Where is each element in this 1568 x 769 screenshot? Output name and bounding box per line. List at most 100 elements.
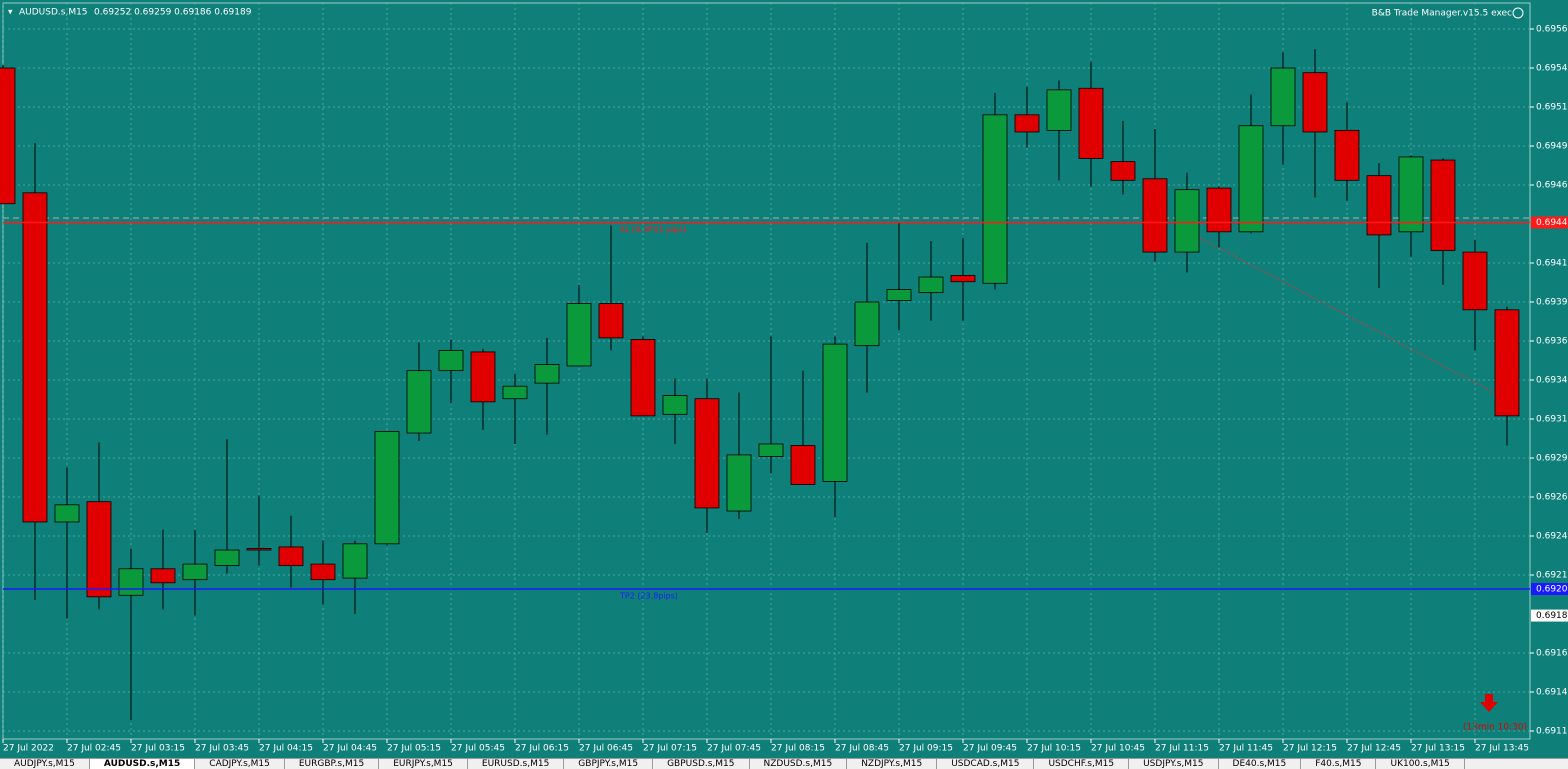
x-tick-label: 27 Jul 07:15 xyxy=(643,744,697,754)
x-tick-label: 27 Jul 10:15 xyxy=(1027,744,1081,754)
symbol-tab[interactable]: F40.s,M15 xyxy=(1301,759,1377,769)
candle-body xyxy=(310,563,336,581)
candle-body xyxy=(246,548,272,551)
symbol-tab[interactable]: EURJPY.s,M15 xyxy=(379,759,468,769)
symbol-tab[interactable]: NZDJPY.s,M15 xyxy=(847,759,938,769)
x-tick-label: 27 Jul 04:45 xyxy=(323,744,377,754)
candle-body xyxy=(374,431,400,545)
symbol-tab[interactable]: AUDJPY.s,M15 xyxy=(0,759,90,769)
symbol-tab[interactable]: CADJPY.s,M15 xyxy=(195,759,285,769)
symbol-tab[interactable]: USDCHF.s,M15 xyxy=(1034,759,1130,769)
symbol-tab[interactable]: USDCAD.s,M15 xyxy=(937,759,1035,769)
x-tick-label: 27 Jul 2022 xyxy=(3,744,54,754)
candle-body xyxy=(1078,87,1104,159)
symbol-tab[interactable]: AUDUSD.s,M15 xyxy=(89,759,196,769)
x-tick-label: 27 Jul 09:45 xyxy=(963,744,1017,754)
candle-body xyxy=(598,303,624,339)
candle-body xyxy=(118,568,144,596)
symbol-tab[interactable]: GBPJPY.s,M15 xyxy=(564,759,654,769)
x-tick-label: 27 Jul 11:45 xyxy=(1219,744,1273,754)
candle-body xyxy=(694,398,720,509)
candle-body xyxy=(950,275,976,283)
symbol-tab[interactable]: USDJPY.s,M15 xyxy=(1129,759,1219,769)
y-tick-label: 0.69515 xyxy=(1536,103,1568,113)
x-tick-label: 27 Jul 03:15 xyxy=(131,744,185,754)
level-text: TP2 (23.8pips) xyxy=(619,592,678,601)
collapse-arrow[interactable]: ▾ xyxy=(8,8,13,18)
candle-body xyxy=(1334,129,1360,181)
y-tick-label: 0.69315 xyxy=(1536,415,1568,425)
candle-body xyxy=(1366,175,1392,236)
level-price: 0.69206 xyxy=(1536,585,1568,595)
ohlc-text: 0.69252 0.69259 0.69186 0.69189 xyxy=(94,8,252,18)
symbol-tab[interactable]: NZDUSD.s,M15 xyxy=(750,759,848,769)
candle-body xyxy=(630,339,656,417)
y-tick-label: 0.69165 xyxy=(1536,649,1568,659)
candle-body xyxy=(150,568,176,584)
candle-body xyxy=(1398,156,1424,233)
candle-body xyxy=(1014,114,1040,133)
candle-body xyxy=(1430,159,1456,251)
x-tick-label: 27 Jul 11:15 xyxy=(1155,744,1209,754)
candle-body xyxy=(86,501,112,598)
y-tick-label: 0.69465 xyxy=(1536,181,1568,191)
timer: (13min 10:30) xyxy=(1463,723,1527,733)
candle-body xyxy=(662,395,688,415)
candle-body xyxy=(918,276,944,294)
candle-body xyxy=(1270,67,1296,127)
symbol-tab[interactable]: DE40.s,M15 xyxy=(1219,759,1302,769)
x-tick-label: 27 Jul 05:15 xyxy=(387,744,441,754)
candle-body xyxy=(566,303,592,367)
candle-body xyxy=(1302,72,1328,133)
indicator-icon xyxy=(1512,7,1524,19)
candles xyxy=(0,49,1520,721)
y-tick-label: 0.69265 xyxy=(1536,493,1568,503)
level-price-box xyxy=(1531,216,1568,229)
candle-body xyxy=(1142,178,1168,253)
trade-line xyxy=(1174,224,1496,394)
level-price-box xyxy=(1531,583,1568,596)
candle-body xyxy=(182,563,208,581)
candle-body xyxy=(726,454,752,512)
y-tick-label: 0.69565 xyxy=(1536,25,1568,35)
symbol-tab[interactable]: EURUSD.s,M15 xyxy=(468,759,565,769)
sell-arrow xyxy=(1480,694,1498,712)
x-tick-label: 27 Jul 08:45 xyxy=(835,744,889,754)
symbol-tab[interactable]: EURGBP.s,M15 xyxy=(285,759,380,769)
x-tick-label: 27 Jul 13:15 xyxy=(1411,744,1465,754)
tab-bar: AUDJPY.s,M15 AUDUSD.s,M15 CADJPY.s,M15 EURG… xyxy=(0,758,1568,769)
candle-body xyxy=(790,445,816,485)
x-tick-label: 27 Jul 03:45 xyxy=(195,744,249,754)
symbol-tab[interactable]: GBPUSD.s,M15 xyxy=(653,759,750,769)
x-tick-label: 27 Jul 04:15 xyxy=(259,744,313,754)
x-tick-label: 27 Jul 13:45 xyxy=(1475,744,1529,754)
level-price: 0.69441 xyxy=(1536,218,1568,228)
candle-body xyxy=(854,301,880,347)
candle-body xyxy=(214,549,240,567)
x-tick-label: 27 Jul 05:45 xyxy=(451,744,505,754)
candle-body xyxy=(0,67,16,205)
y-tick-label: 0.69215 xyxy=(1536,571,1568,581)
bid-price-box xyxy=(1531,609,1568,622)
symbol-tab[interactable]: UK100.s,M15 xyxy=(1376,759,1465,769)
y-tick-label: 0.69415 xyxy=(1536,259,1568,269)
x-tick-label: 27 Jul 06:45 xyxy=(579,744,633,754)
candle-body xyxy=(1462,251,1488,311)
y-tick-label: 0.69365 xyxy=(1536,337,1568,347)
x-tick-label: 27 Jul 06:15 xyxy=(515,744,569,754)
x-tick-label: 27 Jul 10:45 xyxy=(1091,744,1145,754)
x-tick-label: 27 Jul 07:45 xyxy=(707,744,761,754)
candle-body xyxy=(22,192,48,523)
candle-body xyxy=(982,114,1008,284)
candle-body xyxy=(1238,125,1264,233)
symbol: AUDUSD.s,M15 xyxy=(19,8,88,18)
